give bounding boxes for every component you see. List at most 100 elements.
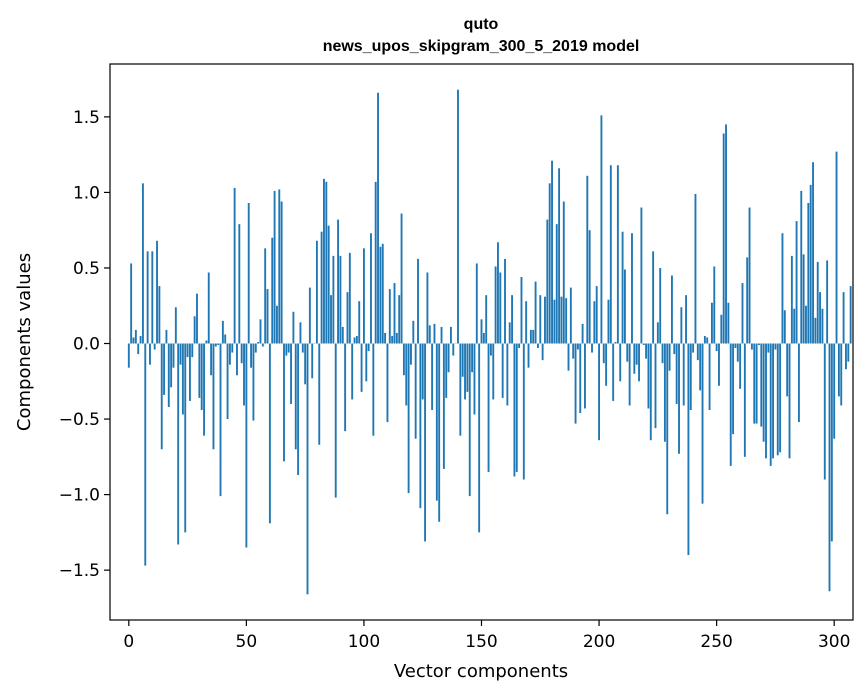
- bar: [699, 343, 702, 391]
- bar: [330, 295, 332, 344]
- bar: [812, 162, 814, 344]
- bar: [391, 335, 394, 344]
- bar: [130, 263, 133, 344]
- bar: [431, 343, 434, 410]
- bar: [776, 343, 779, 456]
- bar: [649, 343, 652, 441]
- bar: [231, 343, 234, 353]
- bar: [146, 251, 149, 344]
- bar: [323, 178, 325, 344]
- bar: [374, 181, 377, 344]
- bar: [562, 201, 565, 344]
- bar: [515, 343, 518, 472]
- bar: [741, 283, 744, 344]
- bar: [765, 343, 767, 459]
- bar: [678, 343, 680, 454]
- bar: [276, 305, 278, 344]
- bar: [849, 286, 852, 344]
- bar: [805, 305, 807, 344]
- bar: [191, 343, 194, 358]
- bar: [607, 299, 610, 344]
- bar: [203, 343, 205, 436]
- bar: [388, 289, 391, 344]
- bar: [598, 343, 600, 441]
- bar: [609, 165, 612, 344]
- bar: [555, 224, 558, 344]
- bar: [758, 343, 760, 346]
- bar: [149, 343, 151, 365]
- bar: [339, 255, 342, 344]
- bar: [732, 343, 735, 435]
- bar: [666, 343, 669, 515]
- bar: [405, 343, 408, 406]
- bar: [428, 325, 431, 344]
- bar: [809, 184, 812, 344]
- bar: [233, 187, 236, 344]
- bar: [207, 272, 210, 344]
- bar: [346, 292, 349, 344]
- bar: [252, 343, 255, 421]
- bar: [358, 301, 361, 344]
- bar: [830, 343, 833, 542]
- bar: [372, 343, 375, 436]
- bar: [638, 343, 640, 382]
- bar: [294, 343, 297, 450]
- bar: [539, 295, 542, 344]
- bar: [311, 343, 314, 379]
- bar: [645, 343, 648, 359]
- bar: [626, 343, 629, 362]
- bar: [828, 343, 831, 592]
- bar: [814, 317, 817, 344]
- bar: [847, 343, 850, 362]
- bar: [468, 343, 471, 497]
- bar: [548, 183, 551, 344]
- bar: [821, 308, 824, 344]
- bar: [287, 343, 290, 353]
- bar: [546, 219, 549, 344]
- bar: [743, 343, 746, 457]
- bar: [367, 343, 370, 352]
- bar: [816, 261, 819, 344]
- bar: [729, 343, 732, 466]
- bar: [718, 343, 720, 386]
- bar: [489, 343, 492, 356]
- bar: [424, 343, 427, 542]
- bar: [355, 335, 358, 344]
- bar: [593, 301, 596, 344]
- bar: [334, 343, 337, 498]
- bar: [508, 322, 511, 344]
- bar: [285, 343, 288, 356]
- bar: [261, 343, 264, 347]
- bar: [819, 292, 822, 344]
- bar: [835, 151, 838, 344]
- bar: [774, 343, 777, 350]
- bar: [631, 233, 633, 344]
- bar: [807, 203, 810, 344]
- bar: [426, 272, 429, 344]
- bar: [668, 343, 671, 371]
- bar: [551, 160, 553, 344]
- bar: [457, 89, 459, 344]
- bar: [348, 252, 351, 344]
- bar: [320, 231, 323, 344]
- bar: [144, 343, 147, 566]
- bar: [196, 293, 198, 344]
- bar: [572, 343, 575, 359]
- bar: [605, 343, 608, 386]
- bar: [506, 343, 509, 406]
- bar: [652, 251, 655, 344]
- bar: [137, 343, 140, 355]
- bar: [226, 343, 229, 420]
- bar: [156, 240, 158, 344]
- bar: [193, 316, 196, 344]
- bar: [158, 286, 161, 344]
- y-tick-label: 0.0: [73, 335, 100, 355]
- bar: [833, 343, 836, 439]
- bar: [473, 343, 476, 415]
- bar: [661, 343, 664, 364]
- bar: [706, 337, 709, 344]
- bar: [134, 329, 137, 344]
- x-tick-label: 200: [583, 632, 615, 652]
- bar: [793, 308, 796, 344]
- bar: [656, 322, 659, 344]
